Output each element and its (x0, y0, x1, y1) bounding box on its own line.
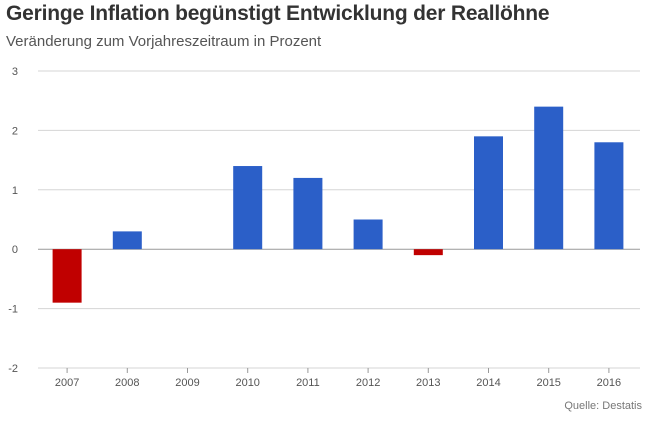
bar-2013 (413, 249, 443, 256)
x-tick-label: 2007 (55, 377, 79, 389)
bar-2014 (474, 136, 503, 250)
chart-title: Geringe Inflation begünstigt Entwicklung… (6, 2, 550, 25)
y-tick-label: 2 (12, 125, 18, 137)
y-tick-label: -2 (8, 363, 18, 375)
x-tick-label: 2014 (476, 377, 500, 389)
y-axis-ticks: 3 2 1 0 -1 -2 (8, 66, 18, 375)
x-tick-label: 2008 (115, 377, 139, 389)
x-tick-label: 2012 (356, 377, 380, 389)
bar-2007 (52, 249, 82, 303)
source-note: Quelle: Destatis (564, 400, 642, 412)
x-axis-ticks: 2007 2008 2009 2010 2011 2012 2013 2014 2015 2016 (55, 368, 621, 389)
bar-2015 (534, 106, 564, 250)
bars (52, 106, 624, 303)
x-tick-label: 2016 (597, 377, 621, 389)
bar-2012 (353, 219, 383, 250)
x-tick-label: 2010 (235, 377, 259, 389)
x-tick-label: 2011 (296, 377, 320, 389)
y-tick-label: 1 (12, 185, 18, 197)
y-tick-label: 0 (12, 244, 18, 256)
x-tick-label: 2009 (175, 377, 199, 389)
y-tick-label: 3 (12, 66, 18, 78)
x-tick-label: 2013 (416, 377, 440, 389)
bar-2016 (594, 142, 624, 250)
bar-2011 (293, 177, 323, 250)
bar-2010 (233, 166, 263, 250)
chart-subtitle: Veränderung zum Vorjahreszeitraum in Pro… (6, 33, 322, 50)
bar-2008 (112, 231, 142, 250)
x-tick-label: 2015 (536, 377, 560, 389)
y-tick-label: -1 (8, 304, 18, 316)
